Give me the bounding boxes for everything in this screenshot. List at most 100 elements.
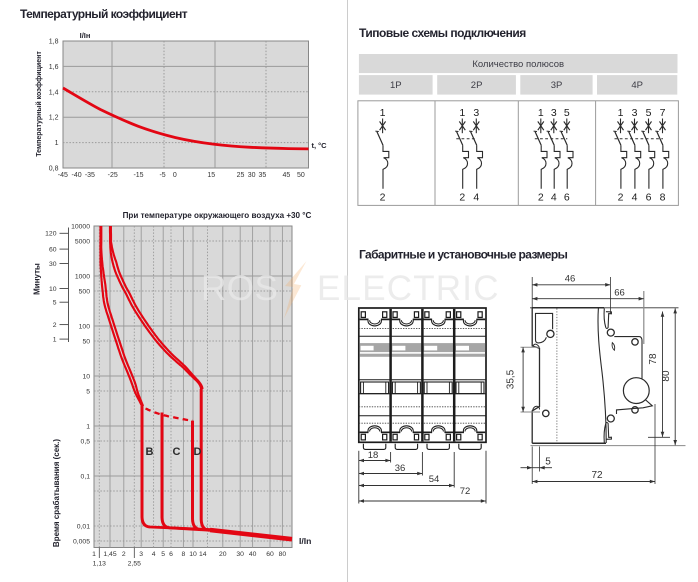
svg-text:54: 54 — [429, 474, 440, 485]
svg-text:I/Iн: I/Iн — [80, 31, 91, 40]
svg-text:6: 6 — [564, 192, 570, 204]
svg-text:1: 1 — [618, 107, 624, 119]
svg-text:1: 1 — [538, 107, 544, 119]
svg-text:2: 2 — [53, 322, 57, 329]
svg-text:-45: -45 — [58, 172, 68, 179]
svg-text:10: 10 — [189, 551, 197, 558]
svg-text:30: 30 — [236, 551, 244, 558]
svg-text:50: 50 — [297, 172, 305, 179]
svg-text:3P: 3P — [551, 80, 563, 91]
svg-text:5000: 5000 — [75, 238, 90, 245]
svg-text:7: 7 — [660, 107, 666, 119]
svg-text:-5: -5 — [159, 172, 165, 179]
svg-text:1,45: 1,45 — [103, 551, 116, 558]
svg-text:15: 15 — [207, 172, 215, 179]
svg-text:Габаритные и установочные разм: Габаритные и установочные размеры — [359, 248, 568, 262]
svg-text:30: 30 — [49, 261, 57, 268]
svg-text:4: 4 — [551, 192, 557, 204]
svg-text:100: 100 — [79, 323, 91, 330]
svg-text:5: 5 — [564, 107, 570, 119]
svg-text:1,2: 1,2 — [49, 115, 59, 122]
svg-text:4: 4 — [632, 192, 638, 204]
svg-text:40: 40 — [249, 551, 257, 558]
svg-text:66: 66 — [614, 287, 625, 298]
svg-text:1: 1 — [459, 107, 465, 119]
svg-text:2: 2 — [380, 192, 386, 204]
svg-text:0,5: 0,5 — [81, 438, 91, 445]
svg-text:45: 45 — [283, 172, 291, 179]
svg-text:80: 80 — [661, 370, 672, 382]
svg-text:1,4: 1,4 — [49, 89, 59, 96]
svg-text:3: 3 — [551, 107, 557, 119]
svg-text:0,005: 0,005 — [73, 538, 90, 545]
svg-text:500: 500 — [79, 288, 91, 295]
svg-text:-40: -40 — [72, 172, 82, 179]
svg-text:8: 8 — [182, 551, 186, 558]
svg-text:1,6: 1,6 — [49, 64, 59, 71]
svg-text:1,13: 1,13 — [93, 561, 106, 568]
svg-text:5: 5 — [545, 456, 551, 467]
svg-text:5: 5 — [53, 300, 57, 307]
svg-text:1: 1 — [86, 423, 90, 430]
svg-text:Типовые схемы подключения: Типовые схемы подключения — [359, 26, 526, 40]
svg-text:35: 35 — [259, 172, 267, 179]
svg-text:ELECTRIC: ELECTRIC — [317, 269, 500, 308]
svg-text:46: 46 — [565, 274, 576, 285]
svg-text:35,5: 35,5 — [506, 369, 517, 389]
svg-text:36: 36 — [395, 463, 406, 474]
svg-text:-35: -35 — [85, 172, 95, 179]
svg-text:20: 20 — [219, 551, 227, 558]
svg-text:Количество полюсов: Количество полюсов — [472, 59, 564, 70]
svg-text:1: 1 — [92, 551, 96, 558]
svg-text:6: 6 — [646, 192, 652, 204]
svg-text:2,55: 2,55 — [128, 561, 141, 568]
svg-text:1,8: 1,8 — [49, 39, 59, 46]
svg-text:8: 8 — [660, 192, 666, 204]
svg-text:1000: 1000 — [75, 273, 90, 280]
svg-text:0,01: 0,01 — [77, 523, 90, 530]
svg-text:0,8: 0,8 — [49, 166, 59, 173]
svg-text:0,1: 0,1 — [81, 473, 91, 480]
svg-text:2: 2 — [538, 192, 544, 204]
svg-text:120: 120 — [45, 231, 57, 238]
svg-text:Температурный коэффициент: Температурный коэффициент — [35, 51, 43, 157]
svg-text:10: 10 — [49, 286, 57, 293]
svg-text:4: 4 — [152, 551, 156, 558]
svg-text:5: 5 — [161, 551, 165, 558]
svg-text:D: D — [194, 446, 202, 458]
svg-text:Время срабатывания (сек.): Время срабатывания (сек.) — [52, 439, 61, 547]
svg-text:80: 80 — [279, 551, 287, 558]
svg-text:10: 10 — [82, 373, 90, 380]
svg-text:3: 3 — [473, 107, 479, 119]
svg-text:4: 4 — [473, 192, 479, 204]
svg-text:3: 3 — [632, 107, 638, 119]
svg-text:1P: 1P — [390, 80, 402, 91]
svg-text:1: 1 — [55, 140, 59, 147]
svg-text:-25: -25 — [108, 172, 118, 179]
svg-text:60: 60 — [266, 551, 274, 558]
svg-text:0: 0 — [173, 172, 177, 179]
svg-text:-15: -15 — [133, 172, 143, 179]
svg-text:I/In: I/In — [299, 536, 311, 546]
svg-text:72: 72 — [591, 470, 603, 481]
svg-text:1: 1 — [53, 337, 57, 344]
svg-text:18: 18 — [368, 450, 379, 461]
svg-text:10000: 10000 — [71, 223, 90, 230]
svg-text:4P: 4P — [631, 80, 643, 91]
svg-text:1: 1 — [380, 107, 386, 119]
svg-text:2: 2 — [618, 192, 624, 204]
svg-text:60: 60 — [49, 247, 57, 254]
svg-text:3: 3 — [139, 551, 143, 558]
svg-text:Температурный коэффициент: Температурный коэффициент — [20, 7, 188, 21]
svg-text:2: 2 — [459, 192, 465, 204]
svg-text:50: 50 — [82, 338, 90, 345]
svg-text:ROS: ROS — [201, 269, 278, 308]
svg-text:B: B — [146, 446, 154, 458]
svg-text:2: 2 — [122, 551, 126, 558]
svg-text:78: 78 — [648, 353, 659, 365]
svg-text:2P: 2P — [471, 80, 483, 91]
svg-text:5: 5 — [86, 388, 90, 395]
svg-text:При температуре окружающего во: При температуре окружающего воздуха +30 … — [123, 211, 312, 220]
svg-text:72: 72 — [460, 486, 471, 497]
svg-text:5: 5 — [646, 107, 652, 119]
